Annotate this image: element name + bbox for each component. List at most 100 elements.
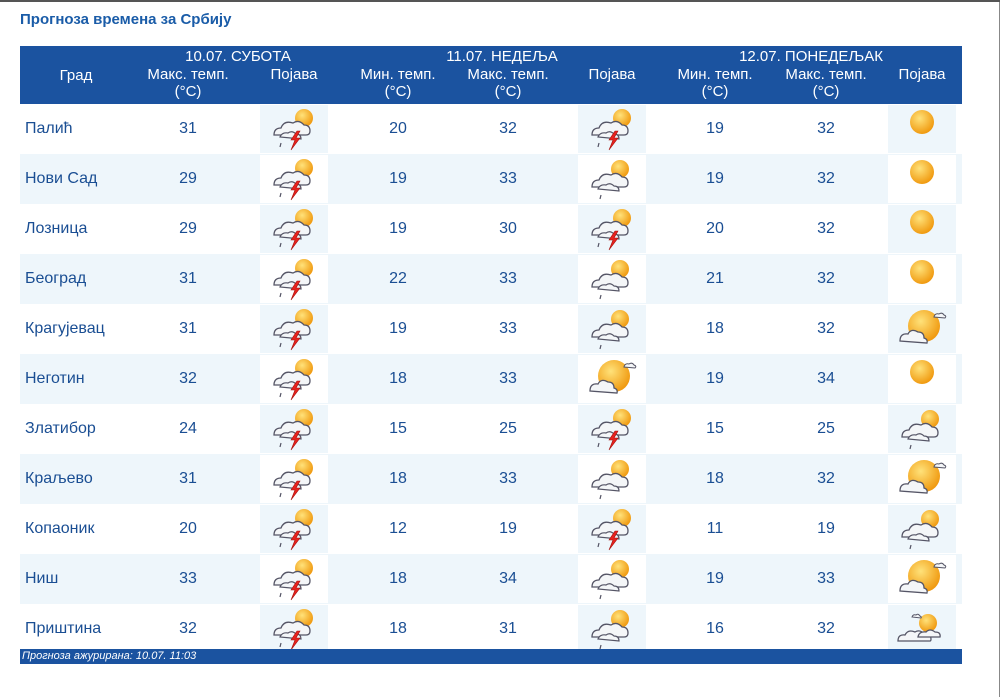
- phenomenon-cell: [564, 554, 661, 604]
- d2-max-temp: 19: [499, 520, 517, 537]
- phenomenon-cell: [564, 404, 660, 454]
- shower-icon: [578, 455, 646, 503]
- phenomenon-cell: [564, 604, 660, 654]
- city-name: Ниш: [20, 554, 132, 604]
- cloudy-sun-icon: [888, 605, 957, 653]
- storm-icon: [260, 205, 328, 253]
- d3-max-temp: 32: [770, 154, 883, 204]
- d2-min-temp: 18: [389, 620, 407, 637]
- city-name: Копаоник: [25, 520, 95, 537]
- shower-icon: [578, 555, 646, 603]
- city-name: Приштина: [25, 620, 102, 637]
- d2-min-temp: 18: [344, 554, 452, 604]
- d3-max-temp: 25: [817, 420, 835, 437]
- table-row: Златибор 24 15 25 15 25: [20, 404, 962, 454]
- d3-max-temp: 19: [817, 520, 835, 537]
- d1-max-temp: 31: [179, 320, 197, 337]
- d3-min-temp: 21: [660, 254, 771, 304]
- phenomenon-cell: [882, 454, 963, 504]
- city-name: Неготин: [20, 354, 132, 404]
- storm-icon: [260, 555, 328, 603]
- header-d3-min: Мин. темп. (°C): [660, 66, 771, 104]
- header-day-1: 10.07. СУБОТА: [132, 46, 344, 66]
- sun-icon: [888, 355, 957, 403]
- d1-max-temp: 29: [132, 154, 244, 204]
- city-name: Београд: [20, 254, 132, 304]
- city-name: Краљево: [20, 454, 132, 504]
- shower-icon: [578, 255, 646, 303]
- city-name: Крагујевац: [25, 320, 105, 337]
- phenomenon-cell: [882, 404, 962, 454]
- table-row: Београд 31 22 33 21 32: [20, 254, 963, 304]
- d3-min-temp: 20: [706, 220, 724, 237]
- shower-icon: [578, 155, 646, 203]
- d3-max-temp: 32: [817, 320, 835, 337]
- phenomenon-cell: [882, 204, 962, 254]
- table-row: Ниш 33 18 34 19 33: [20, 554, 963, 604]
- sun-icon: [888, 155, 957, 203]
- d3-min-temp: 15: [706, 420, 724, 437]
- d2-min-temp: 19: [389, 320, 407, 337]
- d2-max-temp: 32: [499, 120, 517, 137]
- storm-icon: [260, 305, 328, 353]
- phenomenon-cell: [244, 454, 344, 504]
- table-row: Копаоник 20 12 19 11 19: [20, 504, 962, 554]
- storm-icon: [260, 505, 328, 553]
- table-row: Приштина 32 18 31 16 32: [20, 604, 962, 654]
- d2-min-temp: 19: [344, 154, 452, 204]
- d3-max-temp: 32: [817, 120, 835, 137]
- shower-icon: [888, 405, 957, 453]
- d3-min-temp: 19: [706, 120, 724, 137]
- phenomenon-cell: [882, 504, 962, 554]
- d2-max-temp: 25: [499, 420, 517, 437]
- header-d3-phenomenon: Појава: [882, 66, 963, 104]
- shower-icon: [888, 505, 957, 553]
- phenomenon-cell: [564, 354, 661, 404]
- d2-max-temp: 33: [499, 320, 517, 337]
- storm-icon: [578, 205, 646, 253]
- forecast-updated-text: Прогноза ажурирана: 10.07. 11:03: [22, 650, 197, 662]
- d1-max-temp: 31: [132, 254, 244, 304]
- d2-max-temp: 34: [452, 554, 564, 604]
- header-d3-max: Макс. темп. (°C): [770, 66, 883, 104]
- header-d2-min: Мин. темп. (°C): [344, 66, 452, 104]
- d2-min-temp: 19: [389, 220, 407, 237]
- phenomenon-cell: [564, 454, 661, 504]
- d1-max-temp: 31: [179, 120, 197, 137]
- forecast-updated-bar: Прогноза ажурирана: 10.07. 11:03: [20, 649, 962, 664]
- d3-min-temp: 16: [706, 620, 724, 637]
- storm-icon: [260, 255, 328, 303]
- table-row: Лозница 29 19 30 20 32: [20, 204, 962, 254]
- d1-max-temp: 32: [132, 354, 244, 404]
- table-row: Палић 31 20 32 19 32: [20, 104, 962, 154]
- d2-min-temp: 12: [389, 520, 407, 537]
- header-d1-phenomenon: Појава: [244, 66, 344, 104]
- d2-max-temp: 33: [452, 254, 564, 304]
- d2-max-temp: 33: [452, 454, 564, 504]
- storm-icon: [260, 605, 328, 653]
- city-name: Нови Сад: [20, 154, 132, 204]
- d3-max-temp: 33: [770, 554, 883, 604]
- shower-icon: [578, 605, 646, 653]
- d1-max-temp: 29: [179, 220, 197, 237]
- header-day-3: 12.07. ПОНЕДЕЉАК: [660, 46, 963, 66]
- phenomenon-cell: [244, 504, 344, 554]
- d2-min-temp: 20: [389, 120, 407, 137]
- d2-max-temp: 33: [452, 154, 564, 204]
- d1-max-temp: 33: [132, 554, 244, 604]
- table-row: Крагујевац 31 19 33 18 32: [20, 304, 962, 354]
- phenomenon-cell: [564, 154, 661, 204]
- d1-max-temp: 31: [132, 454, 244, 504]
- phenomenon-cell: [244, 304, 344, 354]
- storm-icon: [260, 155, 328, 203]
- table-row: Нови Сад 29 19 33 19 32: [20, 154, 963, 204]
- city-name: Лозница: [25, 220, 88, 237]
- d3-min-temp: 19: [660, 154, 771, 204]
- storm-icon: [260, 455, 328, 503]
- table-row: Краљево 31 18 33 18 32: [20, 454, 963, 504]
- storm-icon: [260, 355, 328, 403]
- partly-icon: [888, 455, 957, 503]
- page-title: Прогноза времена за Србију: [20, 11, 232, 28]
- sun-icon: [888, 205, 957, 253]
- phenomenon-cell: [244, 404, 344, 454]
